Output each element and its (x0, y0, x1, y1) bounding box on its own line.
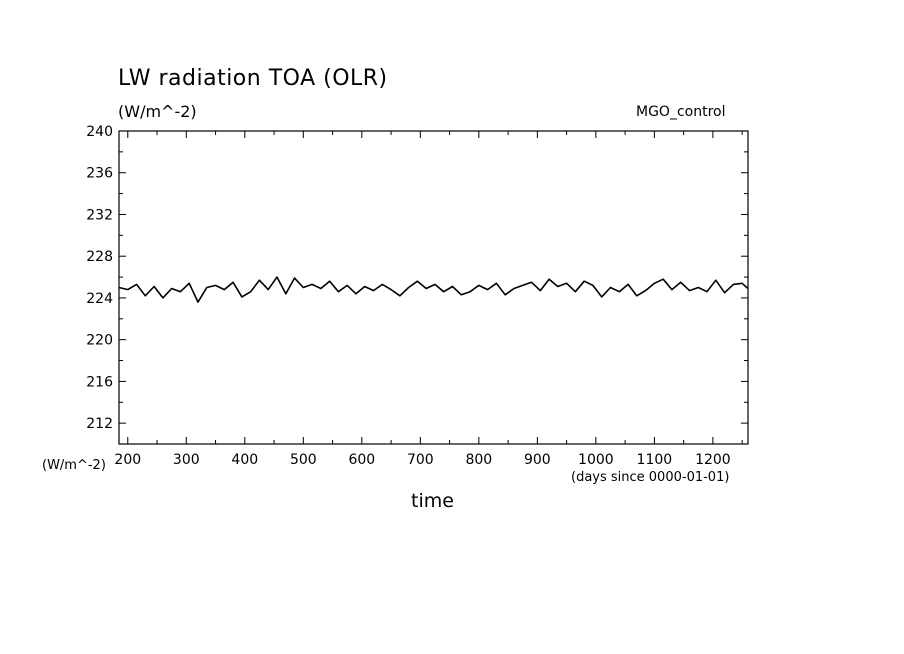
x-tick-label: 200 (114, 452, 141, 468)
units-label: (W/m^-2) (118, 102, 197, 121)
series-line (118, 276, 749, 303)
y-tick-label: 228 (86, 249, 113, 265)
y-tick-label: 212 (86, 416, 113, 432)
axis-ticks (119, 130, 748, 445)
y-tick-labels: 212 216 220 224 228 232 236 240 (86, 124, 113, 432)
x-tick-label: 900 (524, 452, 551, 468)
x-tick-label: 600 (348, 452, 375, 468)
y-tick-label: 220 (86, 333, 113, 349)
y-tick-label: 232 (86, 207, 113, 223)
x-tick-label: 700 (407, 452, 434, 468)
x-units-label: (days since 0000-01-01) (571, 470, 730, 485)
y-tick-label: 236 (86, 166, 113, 182)
y-tick-label: 240 (86, 124, 113, 140)
x-tick-labels: 200 300 400 500 600 700 800 900 1000 1100 1200 (114, 452, 730, 468)
run-label: MGO_control (636, 104, 726, 120)
x-axis-label: time (411, 490, 454, 512)
y-tick-label: 224 (86, 291, 113, 307)
y-units-label: (W/m^-2) (42, 458, 106, 473)
x-tick-label: 300 (173, 452, 200, 468)
x-tick-label: 500 (290, 452, 317, 468)
y-tick-label: 216 (86, 374, 113, 390)
series-group (118, 276, 749, 303)
plot-frame (118, 130, 749, 445)
x-tick-label: 1200 (695, 452, 731, 468)
x-tick-label: 1100 (637, 452, 673, 468)
chart-title: LW radiation TOA (OLR) (118, 66, 388, 91)
x-tick-label: 800 (465, 452, 492, 468)
x-tick-label: 400 (231, 452, 258, 468)
x-tick-label: 1000 (578, 452, 614, 468)
